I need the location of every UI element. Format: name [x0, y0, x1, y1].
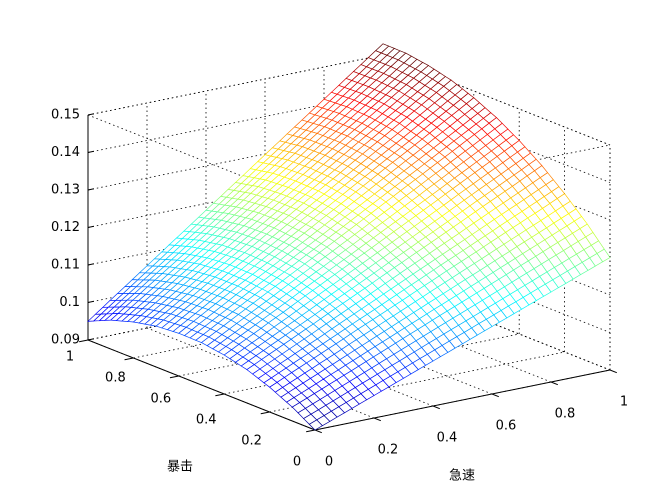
x-tick-label: 0.6 [496, 419, 517, 434]
z-tick-label: 0.14 [51, 145, 80, 160]
tick-mark [314, 429, 322, 434]
tick-mark [169, 375, 179, 379]
tick-mark [87, 263, 94, 266]
z-tick-label: 0.11 [51, 258, 80, 273]
grid-line [87, 92, 384, 153]
tick-mark [432, 405, 440, 410]
z-tick-label: 0.15 [51, 108, 80, 123]
x-tick-label: 0.2 [378, 443, 399, 458]
grid-line [87, 167, 384, 228]
x-axis-label: 急速 [449, 469, 475, 484]
z-tick-label: 0.09 [51, 333, 80, 348]
tick-mark [373, 417, 381, 422]
grid-line [87, 129, 384, 191]
tick-mark [550, 381, 558, 386]
tick-mark [87, 150, 94, 153]
grid-line [87, 339, 316, 431]
tick-mark [306, 429, 316, 433]
tick-mark [87, 338, 94, 341]
tick-mark [124, 357, 134, 361]
tick-mark [491, 393, 499, 398]
z-tick-label: 0.13 [51, 183, 80, 198]
grid-line [314, 369, 611, 431]
grid-line [87, 204, 384, 266]
y-tick-label: 0.6 [150, 392, 171, 407]
z-tick-label: 0.12 [51, 220, 80, 235]
tick-mark [609, 369, 617, 374]
y-tick-label: 1 [66, 350, 74, 365]
tick-mark [87, 300, 94, 303]
y-tick-label: 0.4 [196, 413, 217, 428]
tick-mark [260, 411, 270, 415]
mesh-facet [308, 419, 323, 431]
x-tick-label: 0.8 [555, 407, 576, 422]
grid-line [178, 315, 474, 377]
y-tick-label: 0.2 [241, 434, 262, 449]
x-tick-label: 0.4 [437, 431, 458, 446]
grid-line [87, 279, 384, 341]
y-tick-label: 0 [293, 455, 301, 470]
y-axis-label: 暴击 [167, 460, 193, 475]
tick-mark [79, 339, 89, 343]
z-tick-label: 0.1 [59, 295, 80, 310]
tick-mark [215, 393, 225, 397]
tick-mark [87, 225, 94, 228]
x-tick-label: 1 [620, 395, 628, 410]
tick-mark [87, 113, 94, 116]
tick-mark [87, 188, 94, 191]
grid-line [133, 297, 429, 359]
y-tick-label: 0.8 [105, 371, 126, 386]
x-tick-label: 0 [325, 455, 333, 470]
grid-line [87, 54, 384, 116]
